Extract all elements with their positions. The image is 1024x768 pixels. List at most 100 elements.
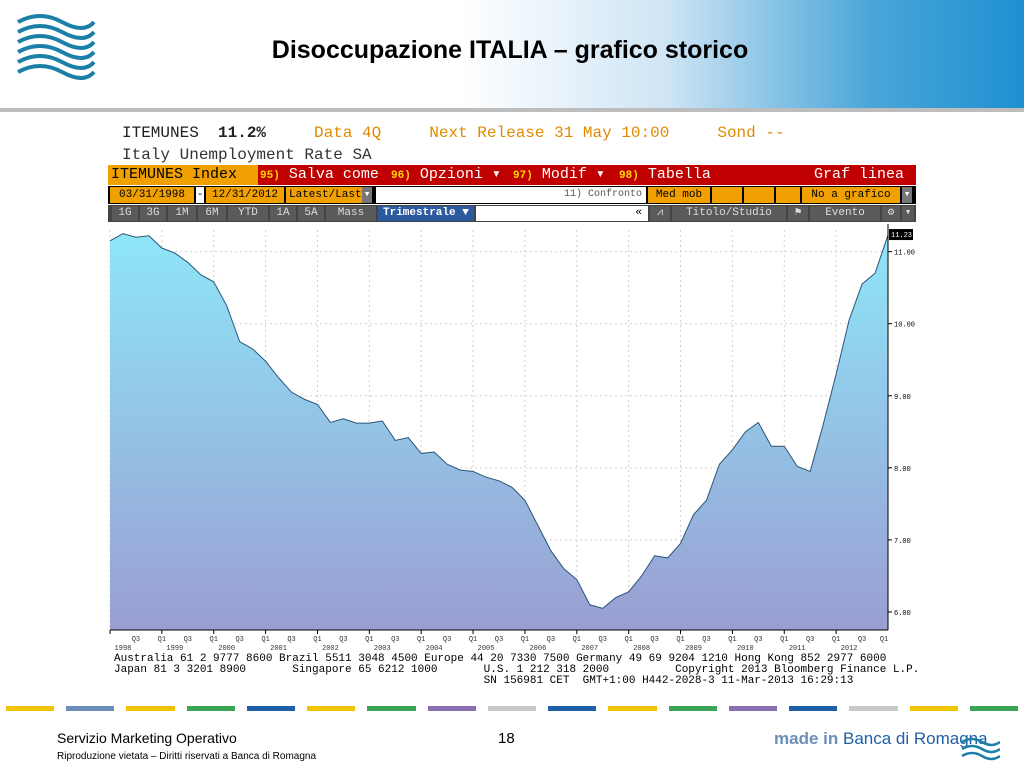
ma-value-3[interactable]	[776, 187, 800, 203]
x-year-label: 1998	[115, 645, 132, 652]
header-divider	[0, 108, 1024, 112]
tab-1g[interactable]: 1G	[112, 206, 138, 221]
end-date-field[interactable]: 12/31/2012	[206, 187, 284, 203]
footer-copyright: Riproduzione vietata – Diritti riservati…	[57, 751, 317, 762]
chart-study-icon[interactable]: ⩘	[650, 206, 670, 221]
footer-strip-dash	[246, 706, 296, 711]
x-year-label: 2002	[322, 645, 339, 652]
x-quarter-label: Q1	[832, 636, 840, 644]
x-quarter-label: Q1	[210, 636, 218, 644]
tab-5a[interactable]: 5A	[298, 206, 324, 221]
bank-logo-icon	[17, 14, 96, 80]
x-quarter-label: Q3	[754, 636, 762, 644]
footer-department: Servizio Marketing Operativo	[57, 730, 237, 746]
range-select[interactable]: Latest/Last	[286, 187, 362, 203]
data-label: Data 4Q	[314, 124, 382, 142]
x-quarter-label: Q1	[676, 636, 684, 644]
date-separator: -	[196, 187, 204, 203]
frequency-select[interactable]: Trimestrale ▼	[378, 206, 474, 221]
info-dropdown-icon[interactable]: ▾	[902, 187, 912, 203]
x-year-label: 2008	[633, 645, 650, 652]
settings-gear-icon[interactable]: ⚙	[882, 206, 900, 221]
footer-strip-dash	[548, 706, 597, 711]
y-tick-label: 9.00	[894, 394, 911, 402]
collapse-toggle[interactable]: «	[476, 206, 648, 221]
series-area	[110, 233, 888, 630]
index-label: ITEMUNES Index	[108, 165, 258, 185]
x-year-label: 2009	[685, 645, 702, 652]
x-quarter-label: Q1	[417, 636, 425, 644]
last-value: 11.2%	[218, 124, 267, 142]
tab-1a[interactable]: 1A	[270, 206, 296, 221]
x-quarter-label: Q3	[547, 636, 555, 644]
menu-options[interactable]: 96) Opzioni ▾	[391, 166, 501, 183]
tab-max[interactable]: Mass	[326, 206, 376, 221]
x-year-label: 1999	[166, 645, 183, 652]
ma-value-2[interactable]	[744, 187, 774, 203]
chart-type-button[interactable]: Graf linea	[813, 166, 904, 183]
header-bar	[0, 0, 1024, 110]
start-date-field[interactable]: 03/31/1998	[110, 187, 194, 203]
x-year-label: 2012	[841, 645, 858, 652]
x-quarter-label: Q1	[469, 636, 477, 644]
brand-name: Banca di Romagna	[842, 729, 988, 748]
compare-field[interactable]: 11) Confronto	[376, 187, 646, 203]
x-year-label: 2000	[218, 645, 235, 652]
menu-table[interactable]: 98) Tabella	[619, 166, 711, 183]
bloomberg-terminal: ITEMUNES 11.2% Data 4Q Next Release 31 M…	[108, 118, 919, 693]
x-year-label: 2001	[270, 645, 287, 652]
footer-strip-dash	[789, 706, 838, 711]
footer-strip-dash	[849, 706, 898, 711]
footer-session: SN 156981 CET GMT+1:00 H442-2028-3 11-Ma…	[114, 675, 854, 687]
brand-waves-icon	[961, 737, 1000, 761]
page-number: 18	[498, 730, 515, 747]
tab-1m[interactable]: 1M	[168, 206, 196, 221]
ticker: ITEMUNES	[122, 124, 199, 142]
tab-ytd[interactable]: YTD	[228, 206, 268, 221]
event-button[interactable]: Evento	[810, 206, 880, 221]
x-year-label: 2006	[529, 645, 546, 652]
x-year-label: 2005	[478, 645, 495, 652]
footer-strip-dash	[6, 706, 55, 711]
x-quarter-label: Q1	[780, 636, 788, 644]
function-bar: ITEMUNES Index 95) Salva come 96) Opzion…	[108, 165, 916, 185]
range-dropdown-icon[interactable]: ▾	[362, 187, 372, 203]
terminal-footer: Australia 61 2 9777 8600 Brazil 5511 304…	[114, 654, 919, 687]
tab-6m[interactable]: 6M	[198, 206, 226, 221]
x-quarter-label: Q3	[132, 636, 140, 644]
footer-strip-dash	[367, 706, 416, 711]
x-quarter-label: Q3	[495, 636, 503, 644]
x-quarter-label: Q1	[313, 636, 321, 644]
x-quarter-label: Q3	[599, 636, 607, 644]
last-value-marker	[889, 229, 913, 241]
title-study-button[interactable]: Titolo/Studio	[672, 206, 786, 221]
event-icon[interactable]: ⚑	[788, 206, 808, 221]
x-quarter-label: Q3	[287, 636, 295, 644]
footer-strip-dash	[66, 706, 115, 711]
x-quarter-label: Q3	[235, 636, 243, 644]
menu-modify[interactable]: 97) Modif ▾	[513, 166, 605, 183]
footer-strip-dash	[487, 706, 537, 711]
tab-3g[interactable]: 3G	[140, 206, 166, 221]
footer-color-strip	[0, 706, 1024, 712]
footer-strip-dash	[728, 706, 778, 711]
footer-strip-dash	[307, 706, 356, 711]
next-release: Next Release 31 May 10:00	[429, 124, 670, 142]
x-quarter-label: Q3	[806, 636, 814, 644]
chart-info-select[interactable]: No a grafico info	[802, 187, 900, 217]
y-tick-label: 7.00	[894, 538, 911, 546]
ma-value-1[interactable]	[712, 187, 742, 203]
x-quarter-label: Q3	[443, 636, 451, 644]
x-year-label: 2011	[789, 645, 806, 652]
x-quarter-label: Q1	[261, 636, 269, 644]
y-tick-label: 10.00	[894, 322, 915, 330]
moving-average-field[interactable]: Med mob	[648, 187, 710, 203]
ticker-row: ITEMUNES 11.2% Data 4Q Next Release 31 M…	[122, 124, 785, 142]
y-tick-label: 8.00	[894, 466, 911, 474]
series-description: Italy Unemployment Rate SA	[122, 146, 372, 164]
footer-strip-dash	[969, 706, 1018, 711]
settings-dropdown-icon[interactable]: ▾	[902, 206, 914, 221]
menu-save-as[interactable]: 95) Salva come	[260, 166, 379, 183]
footer-strip-dash	[608, 706, 657, 711]
page-title: Disoccupazione ITALIA – grafico storico	[271, 36, 749, 64]
